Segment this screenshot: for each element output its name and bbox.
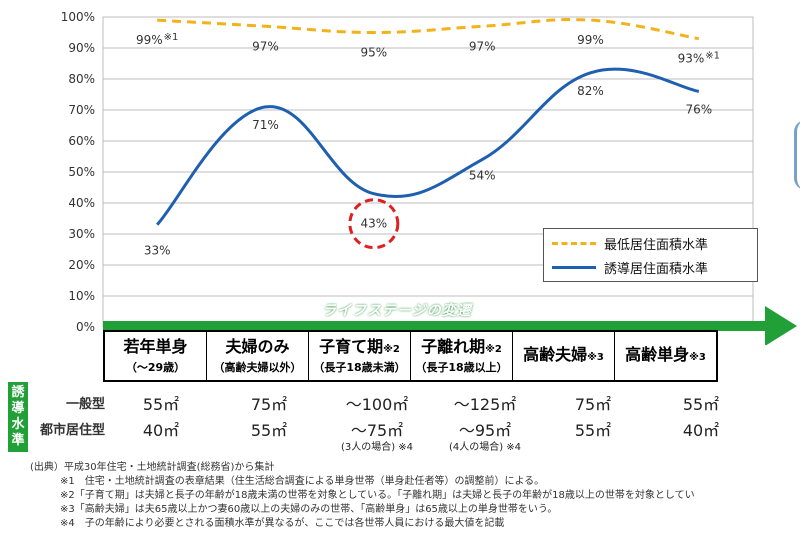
sidebar-label: 誘導水準 <box>8 382 28 452</box>
footnote: ※1 住宅・土地統計調査の表章結果（住生活総合調査による単身世帯（単身赴任者等）… <box>60 476 545 487</box>
data-label: 95% <box>360 46 387 60</box>
stage-name: 高齢夫婦 <box>523 344 588 364</box>
value-note: (3人の場合) ※4 <box>340 442 414 453</box>
value-urban: ～95㎡ <box>458 421 512 440</box>
data-label-mark: ※1 <box>705 51 720 62</box>
highlight-circle <box>348 198 400 250</box>
y-tick-label: 70% <box>68 103 95 117</box>
stage-sub: （～29歳） <box>125 360 186 374</box>
data-label: 54% <box>469 169 496 183</box>
footnote: ※2「子育て期」は夫婦と長子の年齢が18歳未満の世帯を対象としている。「子離れ期… <box>60 490 695 501</box>
arrow-shaft <box>103 321 767 331</box>
value-urban: ～75㎡ <box>350 421 404 440</box>
stage-mark: ※3 <box>689 351 706 363</box>
value-general: ～100㎡ <box>345 395 409 414</box>
stage-cell: 子育て期※2 （長子18歳未満） <box>308 330 411 382</box>
footnote-source: (出典）平成30年住宅・土地統計調査(総務省)から集計 <box>30 462 275 473</box>
stage-name: 夫婦のみ <box>225 336 290 356</box>
value-general: 75㎡ <box>250 395 288 414</box>
stage-cell: 夫婦のみ （高齢夫婦以外） <box>206 330 309 382</box>
stage-mark: ※2 <box>485 343 502 355</box>
series-line <box>156 67 700 226</box>
data-label: 99% <box>577 33 604 47</box>
data-label: 93%※1 <box>678 51 720 66</box>
y-tick-label: 50% <box>68 165 95 179</box>
y-tick-label: 0% <box>76 320 95 334</box>
y-tick-label: 60% <box>68 134 95 148</box>
legend-item-induced: 誘導居住面積水準 <box>552 256 708 278</box>
stage-name: 高齢単身 <box>625 344 690 364</box>
legend-item-minimum: 最低居住面積水準 <box>552 232 708 254</box>
y-axis-ticks: 0% 10% 20% 30% 40% 50% 60% 70% 80% 90% 100% <box>61 10 95 334</box>
data-label: 76% <box>685 102 712 116</box>
footnotes: (出典）平成30年住宅・土地統計調査(総務省)から集計 ※1 住宅・土地統計調査… <box>30 461 695 531</box>
data-label: 97% <box>252 39 279 53</box>
stage-cell: 子離れ期※2 （長子18歳以上） <box>410 330 513 382</box>
footnote: ※4 子の年齢により必要とされる面積水準が異なるが、ここでは各世帯人員における最… <box>60 518 505 529</box>
value-urban: 55㎡ <box>250 421 288 440</box>
value-urban: 40㎡ <box>142 421 180 440</box>
data-label: 99%※1 <box>136 32 178 47</box>
legend-solid-swatch <box>552 265 596 269</box>
value-general: 75㎡ <box>574 395 612 414</box>
y-tick-label: 40% <box>68 196 95 210</box>
legend-dashed-swatch <box>552 241 596 245</box>
data-label-mark: ※1 <box>164 32 179 43</box>
y-tick-label: 80% <box>68 72 95 86</box>
edge-decoration <box>794 120 800 190</box>
y-tick-label: 90% <box>68 41 95 55</box>
data-label: 97% <box>469 39 496 53</box>
value-general: 55㎡ <box>682 395 720 414</box>
series-line <box>157 18 700 41</box>
legend-label: 最低居住面積水準 <box>604 237 709 253</box>
data-label: 33% <box>144 244 171 258</box>
stage-cell: 高齢夫婦※3 <box>512 330 615 382</box>
y-tick-label: 20% <box>68 258 95 272</box>
value-general: ～125㎡ <box>453 395 517 414</box>
legend-label: 誘導居住面積水準 <box>604 261 709 277</box>
stage-sub: （長子18歳以上） <box>415 360 508 374</box>
data-label: 82% <box>577 84 604 98</box>
stage-cell: 高齢単身※3 <box>614 330 718 382</box>
chart: 0%10%20%30%40%50%60%70%80%90%100% 99%※19… <box>61 10 797 345</box>
value-general: 55㎡ <box>142 395 180 414</box>
stage-mark: ※3 <box>587 351 604 363</box>
value-urban: 40㎡ <box>682 421 720 440</box>
row-label-general: 一般型 <box>65 397 105 412</box>
y-tick-label: 10% <box>68 289 95 303</box>
life-stage-arrow <box>103 306 797 345</box>
stage-sub: （長子18歳未満） <box>313 360 406 374</box>
arrow-label: ライフステージの変遷 <box>322 303 472 319</box>
stage-mark: ※2 <box>383 343 400 355</box>
arrow-head <box>765 306 797 345</box>
value-note: (4人の場合) ※4 <box>448 442 522 453</box>
chart-series <box>156 18 700 226</box>
data-label: 71% <box>252 118 279 132</box>
footnote: ※3「高齢夫婦」は夫65歳以上かつ妻60歳以上の夫婦のみの世帯、「高齢単身」は6… <box>60 504 558 515</box>
stage-name: 若年単身 <box>123 336 188 356</box>
stage-name: 子離れ期 <box>421 336 486 356</box>
row-label-urban: 都市居住型 <box>39 423 105 438</box>
y-tick-label: 30% <box>68 227 95 241</box>
y-tick-label: 100% <box>61 10 95 24</box>
data-label: 43% <box>360 217 387 231</box>
chart-data-labels: 99%※1 97% 95% 97% 99% 93%※1 33% 71% 43% 54% 82% 76% <box>136 32 720 258</box>
stage-name: 子育て期 <box>319 336 384 356</box>
life-stage-table: 若年単身 （～29歳） 夫婦のみ （高齢夫婦以外） 子育て期※2 （長子18歳未満） … <box>103 330 718 382</box>
stage-cell: 若年単身 （～29歳） <box>103 330 207 382</box>
legend: 最低居住面積水準 誘導居住面積水準 <box>543 228 758 282</box>
stage-sub: （高齢夫婦以外） <box>213 360 302 374</box>
value-urban: 55㎡ <box>574 421 612 440</box>
